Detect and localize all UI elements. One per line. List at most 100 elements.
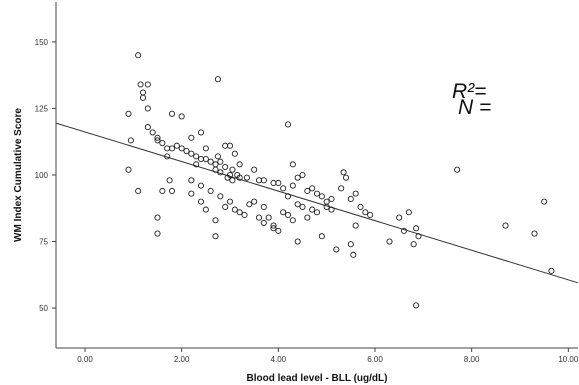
data-point	[413, 302, 420, 309]
data-point	[396, 214, 403, 221]
data-point	[217, 193, 224, 200]
annotation-n: N =	[458, 96, 491, 119]
data-point	[144, 124, 151, 131]
data-point	[400, 227, 408, 234]
data-point	[154, 214, 161, 221]
data-point	[502, 222, 509, 229]
data-point	[255, 214, 263, 221]
data-point	[347, 195, 354, 203]
data-point	[318, 193, 325, 200]
data-point	[224, 174, 231, 181]
data-point	[342, 174, 350, 181]
plot-area	[56, 2, 578, 348]
data-point	[410, 241, 417, 248]
data-point	[313, 190, 321, 197]
data-point	[168, 110, 176, 117]
data-point	[236, 161, 243, 168]
data-point	[304, 187, 311, 195]
data-point	[193, 153, 200, 160]
data-point	[144, 81, 151, 88]
data-point	[284, 193, 292, 200]
data-point	[207, 187, 214, 195]
y-tick-label: 50	[39, 304, 48, 313]
data-point	[309, 185, 316, 192]
data-point	[202, 206, 209, 213]
data-point	[413, 225, 420, 232]
data-point	[127, 137, 134, 144]
x-tick-label: 2.00	[174, 355, 190, 364]
data-point	[284, 211, 292, 218]
data-point	[159, 140, 166, 147]
data-point	[352, 190, 359, 197]
data-point	[197, 129, 205, 136]
data-point	[260, 177, 267, 184]
data-point	[231, 206, 238, 213]
data-point	[299, 203, 306, 210]
data-point	[214, 153, 221, 160]
data-point	[217, 169, 224, 176]
data-point	[197, 198, 205, 205]
data-point	[270, 225, 277, 232]
data-point	[338, 185, 345, 192]
x-axis-title: Blood lead level - BLL (ug/dL)	[247, 373, 388, 384]
data-point	[454, 166, 461, 173]
data-point	[270, 222, 277, 229]
data-point	[217, 158, 224, 165]
data-point	[340, 169, 347, 176]
data-point	[362, 209, 369, 216]
x-tick-label: 4.00	[271, 355, 287, 364]
data-point	[328, 206, 335, 213]
data-point	[144, 105, 151, 112]
data-point	[164, 153, 171, 160]
x-tick-label: 6.00	[367, 355, 383, 364]
data-point	[260, 219, 267, 226]
data-point	[299, 171, 306, 179]
data-point	[214, 76, 221, 83]
data-point	[188, 177, 195, 184]
annotation-r-squared: R²=	[452, 80, 486, 103]
y-tick-label: 75	[39, 238, 48, 247]
y-axis-title: WM Index Cumulative Score	[13, 108, 24, 242]
data-point	[197, 182, 205, 189]
data-point	[323, 203, 330, 210]
data-point	[178, 145, 185, 152]
data-point	[251, 166, 258, 173]
data-point	[275, 179, 282, 187]
data-point	[294, 238, 301, 245]
data-point	[333, 246, 340, 253]
y-tick-label: 125	[35, 104, 49, 113]
data-point	[284, 121, 292, 128]
data-point	[280, 209, 287, 216]
data-point	[188, 190, 195, 197]
data-point	[367, 211, 374, 218]
data-point	[241, 211, 248, 218]
y-axis-ticks: 50 75 100 125 150	[35, 38, 56, 313]
data-point	[222, 203, 229, 210]
data-point	[294, 174, 301, 181]
data-point	[137, 81, 144, 88]
data-point	[202, 155, 209, 163]
data-point	[289, 217, 296, 224]
data-point	[531, 230, 538, 237]
data-point	[178, 113, 185, 120]
data-point	[280, 185, 287, 192]
data-point	[212, 166, 219, 173]
data-point	[357, 203, 364, 210]
data-point	[350, 251, 357, 258]
data-point	[318, 233, 325, 240]
data-point	[154, 134, 161, 141]
data-point	[149, 129, 156, 136]
data-point	[226, 198, 234, 205]
y-tick-label: 150	[35, 38, 49, 47]
y-tick-label: 100	[35, 171, 49, 180]
data-point	[168, 145, 176, 152]
data-point	[289, 182, 296, 189]
data-point	[188, 134, 195, 141]
data-point	[229, 166, 236, 173]
data-point	[352, 222, 359, 229]
data-point	[236, 209, 243, 216]
data-point	[251, 198, 258, 205]
x-axis-ticks: 0.00 2.00 4.00 6.00 8.00 10.00	[77, 348, 579, 364]
